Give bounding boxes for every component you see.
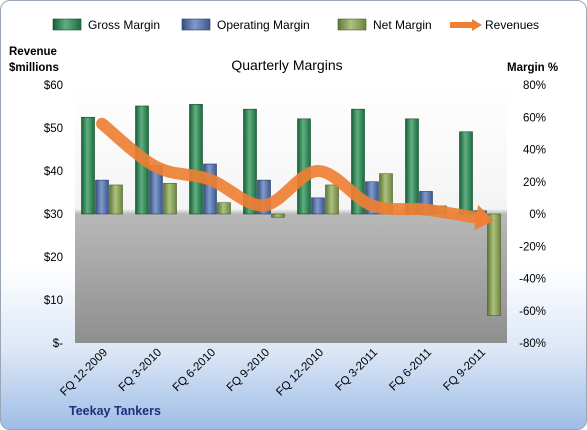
bar-operating-margin <box>95 179 109 215</box>
bar-net-margin <box>217 202 231 215</box>
x-tick-label: FQ 6-2011 <box>387 347 434 394</box>
legend-swatch-arrow <box>472 19 482 31</box>
left-tick-label: $30 <box>44 209 63 221</box>
legend-swatch <box>52 18 82 31</box>
right-tick-label: 0% <box>529 209 546 221</box>
revenue-arrowhead <box>474 204 494 231</box>
bar-net-margin <box>109 184 123 215</box>
left-tick-label: $60 <box>44 80 63 92</box>
x-tick-label: FQ 12-2009 <box>58 347 110 399</box>
left-tick-label: $10 <box>44 295 63 307</box>
bar-net-margin <box>325 184 339 215</box>
right-axis-ticks: 80% 60% 40% 20% 0% -20% -40% -60% -80% <box>519 80 546 350</box>
right-tick-label: -80% <box>519 338 546 350</box>
left-tick-label: $40 <box>44 166 63 178</box>
bar-net-margin <box>163 183 177 215</box>
legend-label: Revenues <box>485 18 539 32</box>
bar-gross-margin <box>459 131 473 215</box>
left-axis-title-line2: $millions <box>9 62 59 74</box>
chart-title: Quarterly Margins <box>231 57 342 73</box>
legend-swatch <box>181 18 211 31</box>
right-tick-label: 40% <box>523 145 546 157</box>
bars <box>81 104 501 316</box>
bar-gross-margin <box>405 118 419 215</box>
bar-operating-margin <box>311 197 325 215</box>
bar-operating-margin <box>203 163 217 215</box>
left-axis-ticks: $- $10 $20 $30 $40 $50 $60 <box>44 80 63 350</box>
right-tick-label: -60% <box>519 306 546 318</box>
left-tick-label: $- <box>53 338 63 350</box>
legend-label: Operating Margin <box>217 18 310 32</box>
right-tick-label: 20% <box>523 177 546 189</box>
legend-label: Net Margin <box>373 18 432 32</box>
x-tick-label: FQ 3-2011 <box>333 347 380 394</box>
right-tick-label: -20% <box>519 241 546 253</box>
right-tick-label: 80% <box>523 80 546 92</box>
x-tick-label: FQ 6-2010 <box>171 347 218 394</box>
x-tick-label: FQ 9-2011 <box>441 347 488 394</box>
x-axis-ticks: FQ 12-2009 FQ 3-2010 FQ 6-2010 FQ 9-2010 FQ … <box>58 347 488 399</box>
bar-net-margin <box>487 213 501 316</box>
bar-gross-margin <box>81 116 95 215</box>
footer-label: Teekay Tankers <box>69 404 161 418</box>
left-tick-label: $20 <box>44 252 63 264</box>
x-tick-label: FQ 9-2010 <box>225 347 272 394</box>
right-tick-label: -40% <box>519 274 546 286</box>
legend: Gross Margin Operating Margin Net Margin Re… <box>52 18 539 32</box>
left-axis-title-line1: Revenue <box>9 46 57 58</box>
bar-net-margin <box>271 213 285 218</box>
revenue-line-layer <box>96 117 494 231</box>
x-tick-label: FQ 3-2010 <box>117 347 164 394</box>
left-tick-label: $50 <box>44 123 63 135</box>
bar-gross-margin <box>189 104 203 215</box>
x-tick-label: FQ 12-2010 <box>274 347 326 399</box>
bar-gross-margin <box>243 108 257 215</box>
legend-swatch <box>337 18 367 31</box>
legend-label: Gross Margin <box>88 18 160 32</box>
bar-gross-margin <box>297 118 311 215</box>
right-axis-title: Margin % <box>507 62 558 74</box>
revenue-line <box>96 117 486 225</box>
right-tick-label: 60% <box>523 112 546 124</box>
